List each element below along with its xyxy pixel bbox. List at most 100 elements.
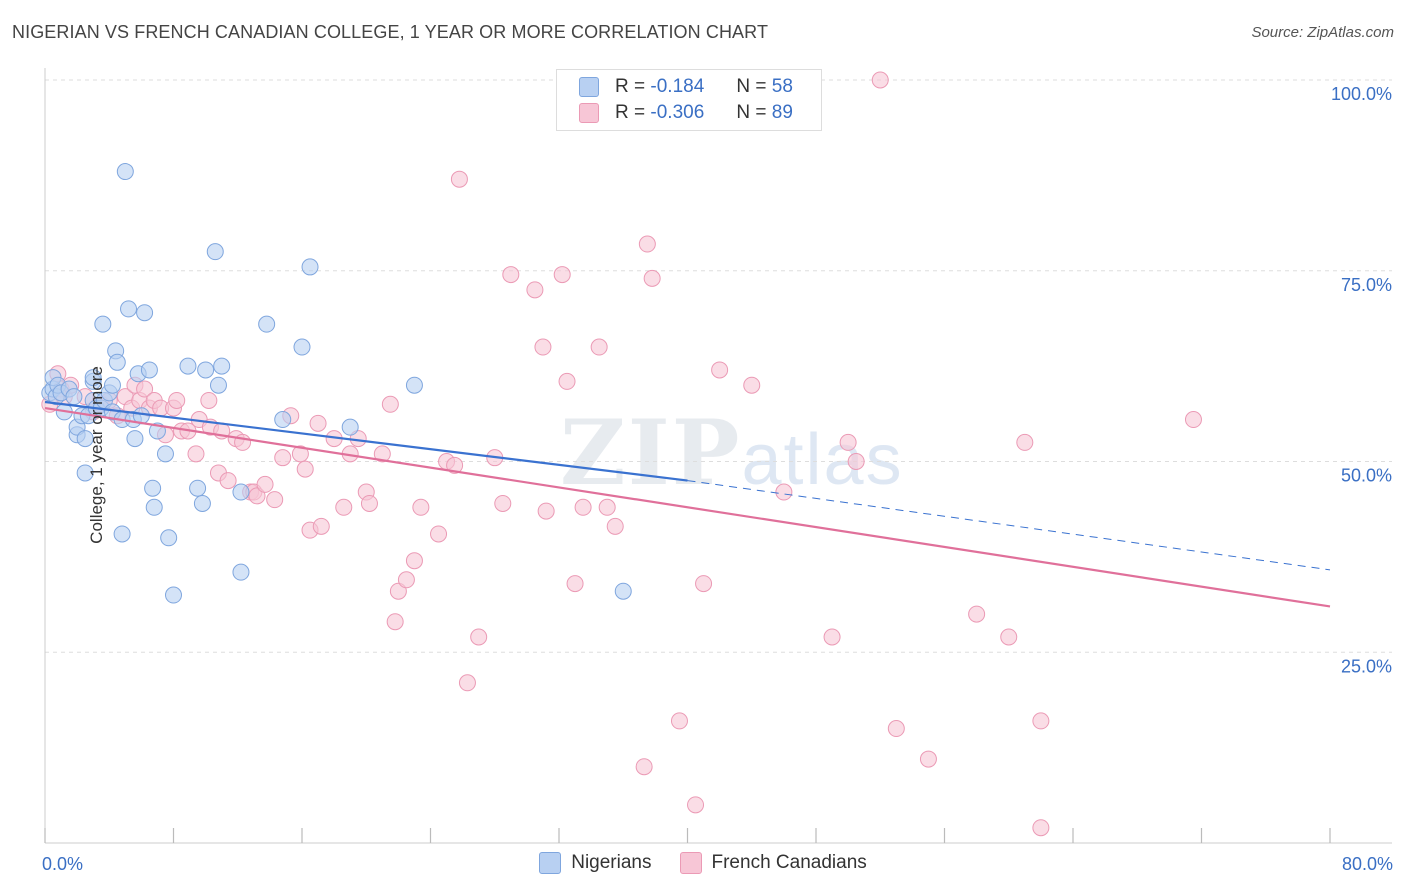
french-canadians-point [470, 628, 488, 646]
watermark: ZIPatlas [560, 400, 904, 506]
n-label: N = [736, 76, 767, 97]
nigerians-point [614, 582, 632, 600]
french-canadians-point [458, 674, 476, 692]
french-canadians-point [775, 483, 793, 501]
nigerians-point [136, 304, 154, 322]
french-canadians-point [494, 494, 512, 512]
nigerians-r-value: -0.184 [650, 76, 705, 97]
french-canadians-point [335, 498, 353, 516]
nigerians-point [232, 483, 250, 501]
nigerians-point [65, 388, 83, 406]
source-label: Source: ZipAtlas.com [1251, 24, 1394, 41]
french-canadians-point [847, 453, 865, 470]
nigerians-point [140, 361, 158, 379]
french-canadians-point [643, 269, 661, 287]
nigerians-point [94, 315, 112, 333]
french-canadians-n-value: 89 [771, 102, 793, 123]
nigerians-point [179, 357, 197, 375]
nigerians-point [76, 464, 94, 482]
french-canadians-point [670, 712, 688, 730]
nigerians-point [301, 258, 319, 276]
french-canadians-point [534, 338, 552, 356]
french-canadians-point [537, 502, 555, 520]
r-label: R = [615, 76, 646, 97]
legend-label-nigerians: Nigerians [571, 852, 652, 873]
nigerians-trendline [44, 400, 688, 482]
french-canadians-point [638, 235, 656, 253]
nigerians-point [341, 418, 359, 436]
french-canadians-point [687, 796, 705, 814]
french-canadians-point [200, 391, 218, 409]
french-canadians-point [266, 491, 284, 509]
french-canadians-point [711, 361, 729, 379]
french-canadians-point [566, 575, 584, 593]
french-canadians-point [187, 445, 205, 463]
nigerians-point [197, 361, 215, 379]
legend-item-nigerians: Nigerians [539, 852, 652, 874]
french-canadians-point [430, 525, 448, 543]
nigerians-point [103, 376, 121, 394]
r-label: R = [615, 102, 646, 123]
french-canadians-point [695, 575, 713, 593]
french-canadians-point [968, 605, 986, 623]
y-tick-label: 100.0% [1331, 84, 1392, 104]
french-canadians-point [219, 472, 237, 490]
nigerians-point [108, 353, 126, 371]
series-legend: Nigerians French Canadians [0, 852, 1406, 874]
legend-item-french-canadians: French Canadians [679, 852, 867, 874]
nigerians-point [84, 369, 102, 387]
nigerians-trendline-extension [687, 480, 1331, 571]
french-canadians-point [887, 720, 905, 738]
nigerians-point [126, 430, 144, 448]
nigerians-point [232, 563, 250, 581]
french-canadians-point [397, 571, 415, 589]
french-canadians-point [823, 628, 841, 646]
nigerians-point [120, 300, 138, 318]
nigerians-point [274, 411, 292, 429]
french-canadians-point [291, 445, 309, 463]
y-tick-label: 25.0% [1341, 656, 1392, 676]
french-canadians-swatch [579, 103, 599, 123]
french-canadians-point [360, 494, 378, 512]
y-tick-label: 50.0% [1341, 466, 1392, 486]
nigerians-point [76, 430, 94, 448]
watermark-zip: ZIP [560, 400, 742, 506]
nigerians-point [165, 586, 182, 604]
french-canadians-point [590, 338, 608, 356]
french-canadians-point [839, 433, 857, 451]
nigerians-point [156, 445, 174, 463]
french-canadians-point [256, 475, 274, 493]
french-canadians-point [1000, 628, 1018, 646]
french-canadians-point [526, 281, 544, 299]
french-canadians-point [373, 445, 391, 463]
french-canadians-trendline [44, 407, 1331, 608]
nigerians-point [405, 376, 423, 394]
french-canadians-r-value: -0.306 [650, 102, 705, 123]
french-canadians-point [386, 613, 404, 631]
french-canadians-point [606, 517, 624, 535]
x-tick-label: 80.0% [1342, 854, 1393, 874]
nigerians-point [189, 479, 207, 497]
y-tick-label: 75.0% [1341, 275, 1392, 295]
french-canadians-point [598, 498, 616, 516]
french-canadians-point [136, 380, 154, 398]
nigerians-swatch [539, 852, 562, 874]
legend-row-nigerians: R = -0.184 N = 58 [579, 76, 793, 98]
legend-row-french-canadians: R = -0.306 N = 89 [579, 102, 793, 124]
nigerians-point [113, 525, 131, 543]
french-canadians-point [312, 517, 330, 535]
nigerians-point [160, 529, 178, 547]
french-canadians-point [1032, 712, 1050, 730]
nigerians-point [144, 479, 162, 497]
nigerians-point [258, 315, 276, 333]
french-canadians-point [1184, 411, 1202, 429]
french-canadians-point [450, 170, 468, 188]
nigerians-swatch [579, 77, 599, 97]
french-canadians-point [1032, 819, 1050, 837]
french-canadians-point [871, 71, 889, 89]
nigerians-point [213, 357, 231, 375]
french-canadians-point [553, 266, 571, 284]
french-canadians-point [274, 449, 292, 467]
french-canadians-point [635, 758, 653, 776]
